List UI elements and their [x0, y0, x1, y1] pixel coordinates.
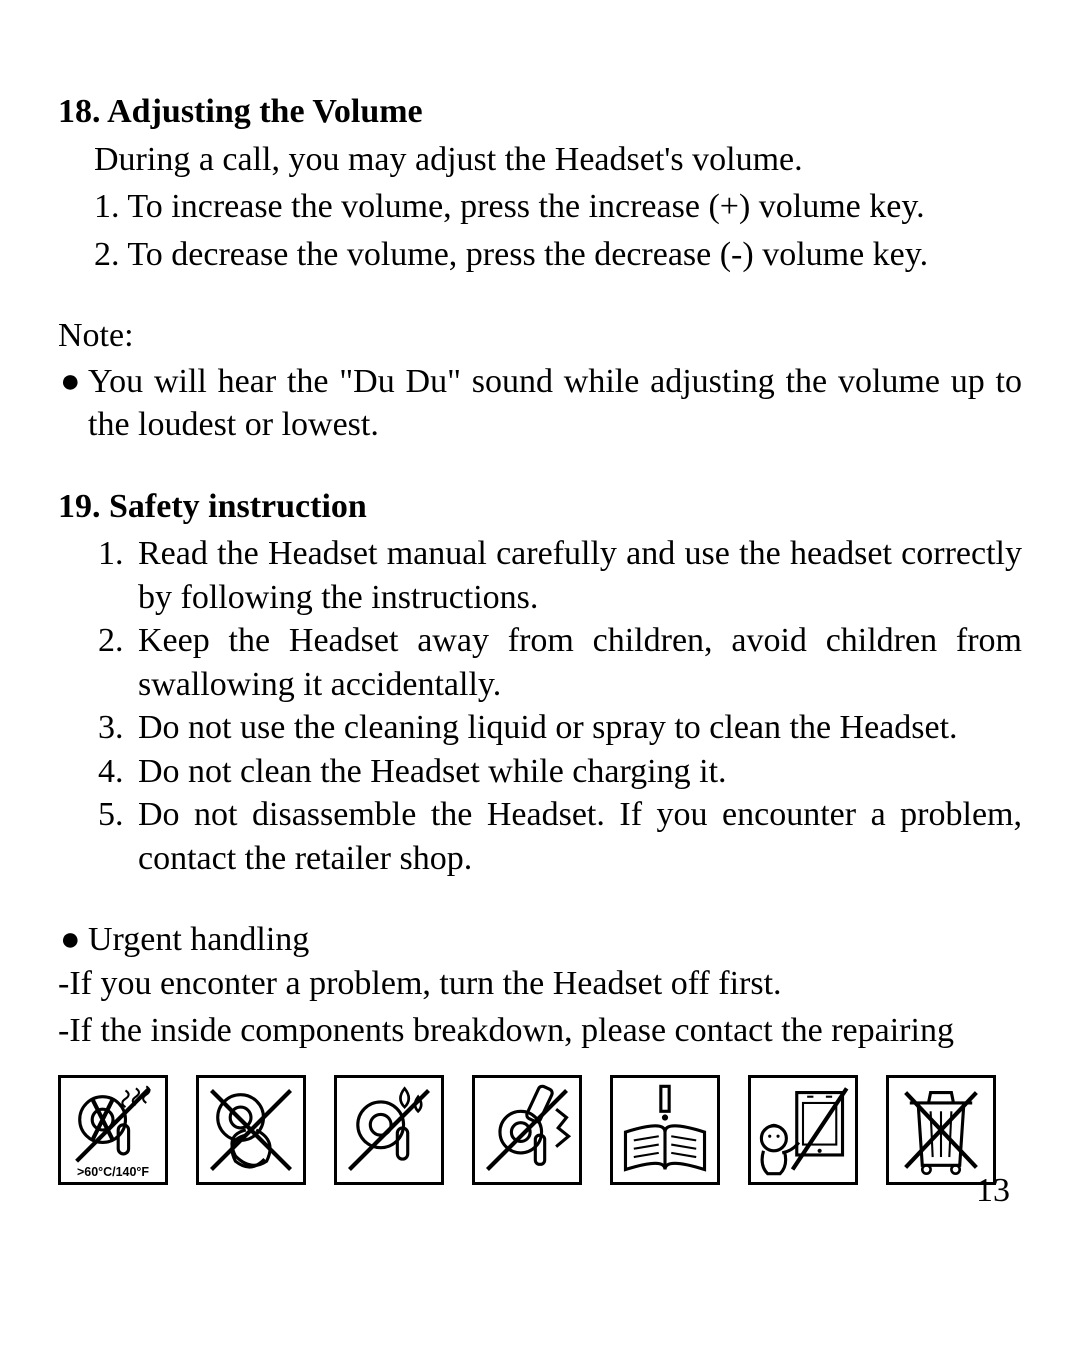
- note-bullet-1-text: You will hear the "Du Du" sound while ad…: [88, 360, 1022, 447]
- safety-item-5-text: Do not disassemble the Headset. If you e…: [138, 793, 1022, 880]
- urgent-handling-block: ● Urgent handling -If you enconter a pro…: [58, 918, 1022, 1053]
- bullet-icon: ●: [58, 918, 88, 962]
- safety-icons-row: >60°C/140°F: [58, 1075, 1022, 1185]
- safety-item-3-text: Do not use the cleaning liquid or spray …: [138, 706, 1022, 750]
- no-water-icon: [334, 1075, 444, 1185]
- no-disassemble-icon: [472, 1075, 582, 1185]
- note-block: Note: ● You will hear the "Du Du" sound …: [58, 314, 1022, 447]
- safety-item-2: 2. Keep the Headset away from children, …: [58, 619, 1022, 706]
- list-number: 1.: [98, 532, 138, 619]
- safety-item-4: 4. Do not clean the Headset while chargi…: [58, 750, 1022, 794]
- page-number: 13: [976, 1169, 1010, 1213]
- section-18-step-1: 1. To increase the volume, press the inc…: [58, 185, 1022, 229]
- list-number: 3.: [98, 706, 138, 750]
- note-bullet-1: ● You will hear the "Du Du" sound while …: [58, 360, 1022, 447]
- urgent-bullet-text: Urgent handling: [88, 918, 1022, 962]
- bullet-icon: ●: [58, 360, 88, 447]
- no-knot-icon: [196, 1075, 306, 1185]
- section-19: 19. Safety instruction 1. Read the Heads…: [58, 485, 1022, 881]
- urgent-line-2: -If the inside components breakdown, ple…: [58, 1009, 1022, 1053]
- urgent-line-1: -If you enconter a problem, turn the Hea…: [58, 962, 1022, 1006]
- read-manual-icon: [610, 1075, 720, 1185]
- section-18: 18. Adjusting the Volume During a call, …: [58, 90, 1022, 276]
- note-label: Note:: [58, 314, 1022, 358]
- temperature-label: >60°C/140°F: [77, 1165, 149, 1179]
- safety-item-4-text: Do not clean the Headset while charging …: [138, 750, 1022, 794]
- safety-item-1: 1. Read the Headset manual carefully and…: [58, 532, 1022, 619]
- safety-item-2-text: Keep the Headset away from children, avo…: [138, 619, 1022, 706]
- safety-item-1-text: Read the Headset manual carefully and us…: [138, 532, 1022, 619]
- section-18-step-2: 2. To decrease the volume, press the dec…: [58, 233, 1022, 277]
- section-18-intro: During a call, you may adjust the Headse…: [58, 138, 1022, 182]
- keep-from-children-icon: [748, 1075, 858, 1185]
- no-high-temperature-icon: >60°C/140°F: [58, 1075, 168, 1185]
- urgent-bullet: ● Urgent handling: [58, 918, 1022, 962]
- list-number: 4.: [98, 750, 138, 794]
- section-19-heading: 19. Safety instruction: [58, 485, 1022, 529]
- no-trash-icon: [886, 1075, 996, 1185]
- list-number: 2.: [98, 619, 138, 706]
- manual-page: 18. Adjusting the Volume During a call, …: [0, 0, 1080, 1363]
- list-number: 5.: [98, 793, 138, 880]
- safety-item-5: 5. Do not disassemble the Headset. If yo…: [58, 793, 1022, 880]
- safety-item-3: 3. Do not use the cleaning liquid or spr…: [58, 706, 1022, 750]
- section-18-heading: 18. Adjusting the Volume: [58, 90, 1022, 134]
